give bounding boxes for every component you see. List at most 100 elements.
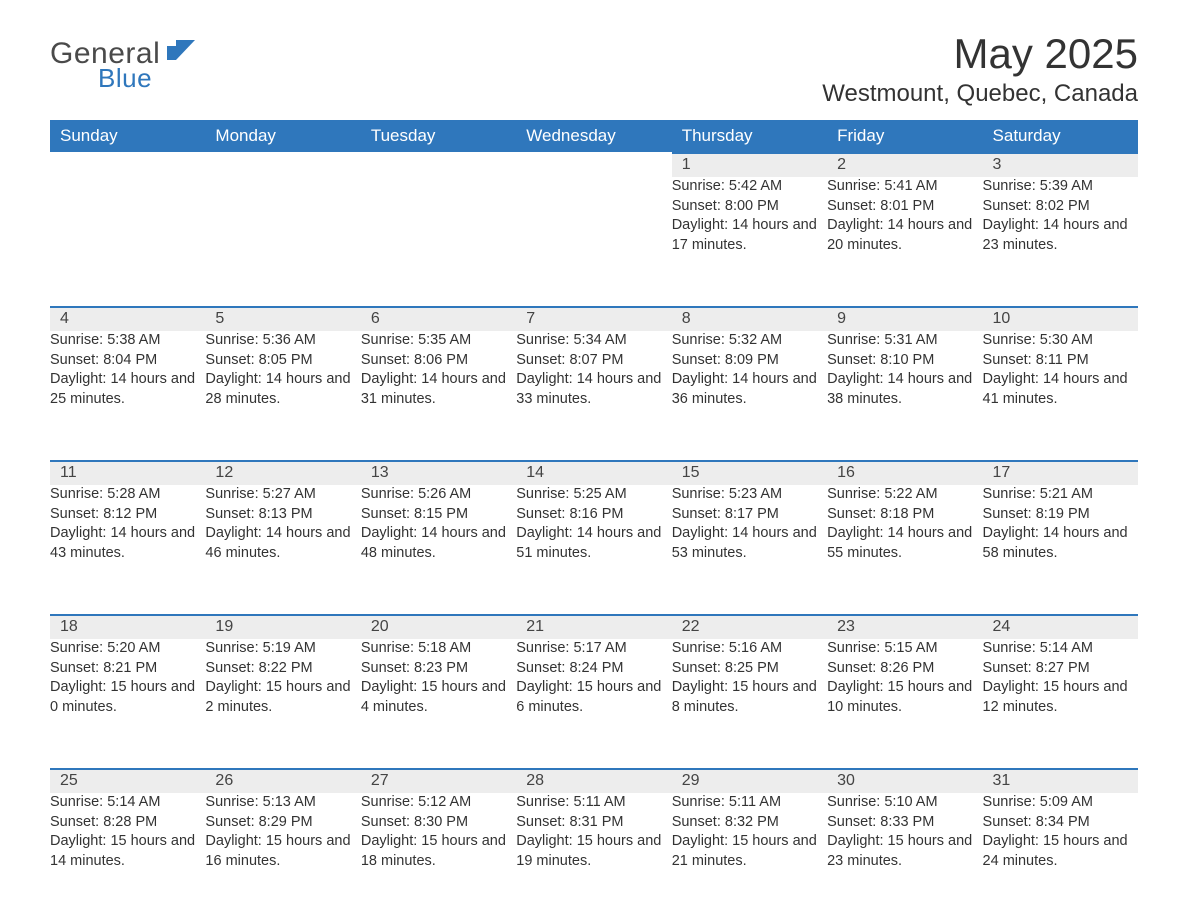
day-number-cell: 11: [50, 461, 205, 485]
weekday-header-row: Sunday Monday Tuesday Wednesday Thursday…: [50, 120, 1138, 153]
day-detail-cell: Sunrise: 5:34 AMSunset: 8:07 PMDaylight:…: [516, 331, 671, 461]
sunrise-line: Sunrise: 5:14 AM: [983, 639, 1138, 659]
day-detail-cell: Sunrise: 5:31 AMSunset: 8:10 PMDaylight:…: [827, 331, 982, 461]
sunrise-line: Sunrise: 5:12 AM: [361, 793, 516, 813]
day-number-cell: 6: [361, 307, 516, 331]
sunrise-line: Sunrise: 5:26 AM: [361, 485, 516, 505]
sunrise-line: Sunrise: 5:28 AM: [50, 485, 205, 505]
sunrise-line: Sunrise: 5:18 AM: [361, 639, 516, 659]
daylight-line: Daylight: 14 hours and 53 minutes.: [672, 524, 827, 563]
title-block: May 2025 Westmount, Quebec, Canada: [822, 30, 1138, 108]
sunrise-line: Sunrise: 5:35 AM: [361, 331, 516, 351]
day-number-cell: 7: [516, 307, 671, 331]
sunrise-line: Sunrise: 5:23 AM: [672, 485, 827, 505]
day-detail-cell: Sunrise: 5:11 AMSunset: 8:32 PMDaylight:…: [672, 793, 827, 923]
day-detail-cell: Sunrise: 5:42 AMSunset: 8:00 PMDaylight:…: [672, 177, 827, 307]
sunset-line: Sunset: 8:31 PM: [516, 813, 671, 833]
location-subtitle: Westmount, Quebec, Canada: [822, 80, 1138, 108]
daylight-line: Daylight: 14 hours and 43 minutes.: [50, 524, 205, 563]
weekday-header: Monday: [205, 120, 360, 153]
sunset-line: Sunset: 8:00 PM: [672, 197, 827, 217]
day-detail-cell: Sunrise: 5:13 AMSunset: 8:29 PMDaylight:…: [205, 793, 360, 923]
day-detail-cell: Sunrise: 5:22 AMSunset: 8:18 PMDaylight:…: [827, 485, 982, 615]
daylight-line: Daylight: 15 hours and 12 minutes.: [983, 678, 1138, 717]
sunrise-line: Sunrise: 5:25 AM: [516, 485, 671, 505]
sunset-line: Sunset: 8:24 PM: [516, 659, 671, 679]
daylight-line: Daylight: 14 hours and 46 minutes.: [205, 524, 360, 563]
daylight-line: Daylight: 15 hours and 14 minutes.: [50, 832, 205, 871]
sunset-line: Sunset: 8:32 PM: [672, 813, 827, 833]
day-detail-cell: Sunrise: 5:20 AMSunset: 8:21 PMDaylight:…: [50, 639, 205, 769]
daylight-line: Daylight: 15 hours and 6 minutes.: [516, 678, 671, 717]
sunrise-line: Sunrise: 5:38 AM: [50, 331, 205, 351]
day-detail-cell: Sunrise: 5:10 AMSunset: 8:33 PMDaylight:…: [827, 793, 982, 923]
day-number-cell: 5: [205, 307, 360, 331]
sunset-line: Sunset: 8:10 PM: [827, 351, 982, 371]
daylight-line: Daylight: 14 hours and 58 minutes.: [983, 524, 1138, 563]
sunset-line: Sunset: 8:27 PM: [983, 659, 1138, 679]
sunset-line: Sunset: 8:09 PM: [672, 351, 827, 371]
day-detail-cell: Sunrise: 5:36 AMSunset: 8:05 PMDaylight:…: [205, 331, 360, 461]
daylight-line: Daylight: 14 hours and 36 minutes.: [672, 370, 827, 409]
day-number-cell: 17: [983, 461, 1138, 485]
sunrise-line: Sunrise: 5:20 AM: [50, 639, 205, 659]
daylight-line: Daylight: 14 hours and 17 minutes.: [672, 216, 827, 255]
daylight-line: Daylight: 14 hours and 20 minutes.: [827, 216, 982, 255]
day-number-cell: 21: [516, 615, 671, 639]
day-number-cell: 28: [516, 769, 671, 793]
day-detail-cell: Sunrise: 5:32 AMSunset: 8:09 PMDaylight:…: [672, 331, 827, 461]
day-detail-cell: Sunrise: 5:25 AMSunset: 8:16 PMDaylight:…: [516, 485, 671, 615]
sunset-line: Sunset: 8:33 PM: [827, 813, 982, 833]
sunrise-line: Sunrise: 5:34 AM: [516, 331, 671, 351]
day-detail-cell: Sunrise: 5:12 AMSunset: 8:30 PMDaylight:…: [361, 793, 516, 923]
day-number-cell: [205, 153, 360, 177]
sunset-line: Sunset: 8:29 PM: [205, 813, 360, 833]
sunrise-line: Sunrise: 5:09 AM: [983, 793, 1138, 813]
day-number-cell: 1: [672, 153, 827, 177]
sunset-line: Sunset: 8:26 PM: [827, 659, 982, 679]
day-number-cell: 16: [827, 461, 982, 485]
sunset-line: Sunset: 8:07 PM: [516, 351, 671, 371]
sunset-line: Sunset: 8:30 PM: [361, 813, 516, 833]
logo-flag-icon: [167, 40, 195, 63]
daynum-row: 11121314151617: [50, 461, 1138, 485]
day-detail-cell: [516, 177, 671, 307]
sunset-line: Sunset: 8:06 PM: [361, 351, 516, 371]
daylight-line: Daylight: 14 hours and 25 minutes.: [50, 370, 205, 409]
detail-row: Sunrise: 5:14 AMSunset: 8:28 PMDaylight:…: [50, 793, 1138, 923]
day-detail-cell: Sunrise: 5:41 AMSunset: 8:01 PMDaylight:…: [827, 177, 982, 307]
day-number-cell: 25: [50, 769, 205, 793]
daylight-line: Daylight: 15 hours and 10 minutes.: [827, 678, 982, 717]
sunrise-line: Sunrise: 5:22 AM: [827, 485, 982, 505]
daylight-line: Daylight: 15 hours and 2 minutes.: [205, 678, 360, 717]
sunset-line: Sunset: 8:17 PM: [672, 505, 827, 525]
daynum-row: 25262728293031: [50, 769, 1138, 793]
day-number-cell: 2: [827, 153, 982, 177]
daylight-line: Daylight: 14 hours and 28 minutes.: [205, 370, 360, 409]
daynum-row: 123: [50, 153, 1138, 177]
day-detail-cell: [205, 177, 360, 307]
day-detail-cell: Sunrise: 5:11 AMSunset: 8:31 PMDaylight:…: [516, 793, 671, 923]
sunrise-line: Sunrise: 5:39 AM: [983, 177, 1138, 197]
day-number-cell: [516, 153, 671, 177]
logo: General Blue: [50, 30, 195, 90]
daylight-line: Daylight: 15 hours and 19 minutes.: [516, 832, 671, 871]
day-number-cell: 10: [983, 307, 1138, 331]
weekday-header: Thursday: [672, 120, 827, 153]
sunset-line: Sunset: 8:19 PM: [983, 505, 1138, 525]
day-detail-cell: Sunrise: 5:14 AMSunset: 8:27 PMDaylight:…: [983, 639, 1138, 769]
day-number-cell: 15: [672, 461, 827, 485]
day-number-cell: 4: [50, 307, 205, 331]
day-number-cell: 26: [205, 769, 360, 793]
daylight-line: Daylight: 14 hours and 38 minutes.: [827, 370, 982, 409]
sunset-line: Sunset: 8:16 PM: [516, 505, 671, 525]
sunset-line: Sunset: 8:28 PM: [50, 813, 205, 833]
day-number-cell: 27: [361, 769, 516, 793]
day-detail-cell: Sunrise: 5:27 AMSunset: 8:13 PMDaylight:…: [205, 485, 360, 615]
logo-word-blue: Blue: [98, 67, 195, 90]
sunrise-line: Sunrise: 5:19 AM: [205, 639, 360, 659]
sunset-line: Sunset: 8:18 PM: [827, 505, 982, 525]
daylight-line: Daylight: 15 hours and 8 minutes.: [672, 678, 827, 717]
daylight-line: Daylight: 15 hours and 24 minutes.: [983, 832, 1138, 871]
month-title: May 2025: [822, 30, 1138, 78]
